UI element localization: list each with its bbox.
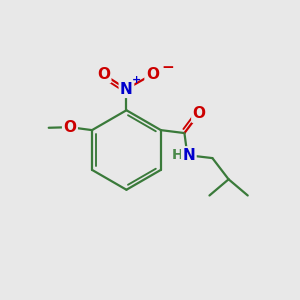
Text: O: O (97, 67, 110, 82)
Text: +: + (132, 75, 142, 85)
Text: O: O (63, 120, 76, 135)
Text: O: O (146, 67, 159, 82)
Text: −: − (161, 60, 174, 75)
Text: O: O (193, 106, 206, 122)
Text: H: H (171, 148, 183, 162)
Text: N: N (120, 82, 133, 97)
Text: N: N (182, 148, 195, 163)
